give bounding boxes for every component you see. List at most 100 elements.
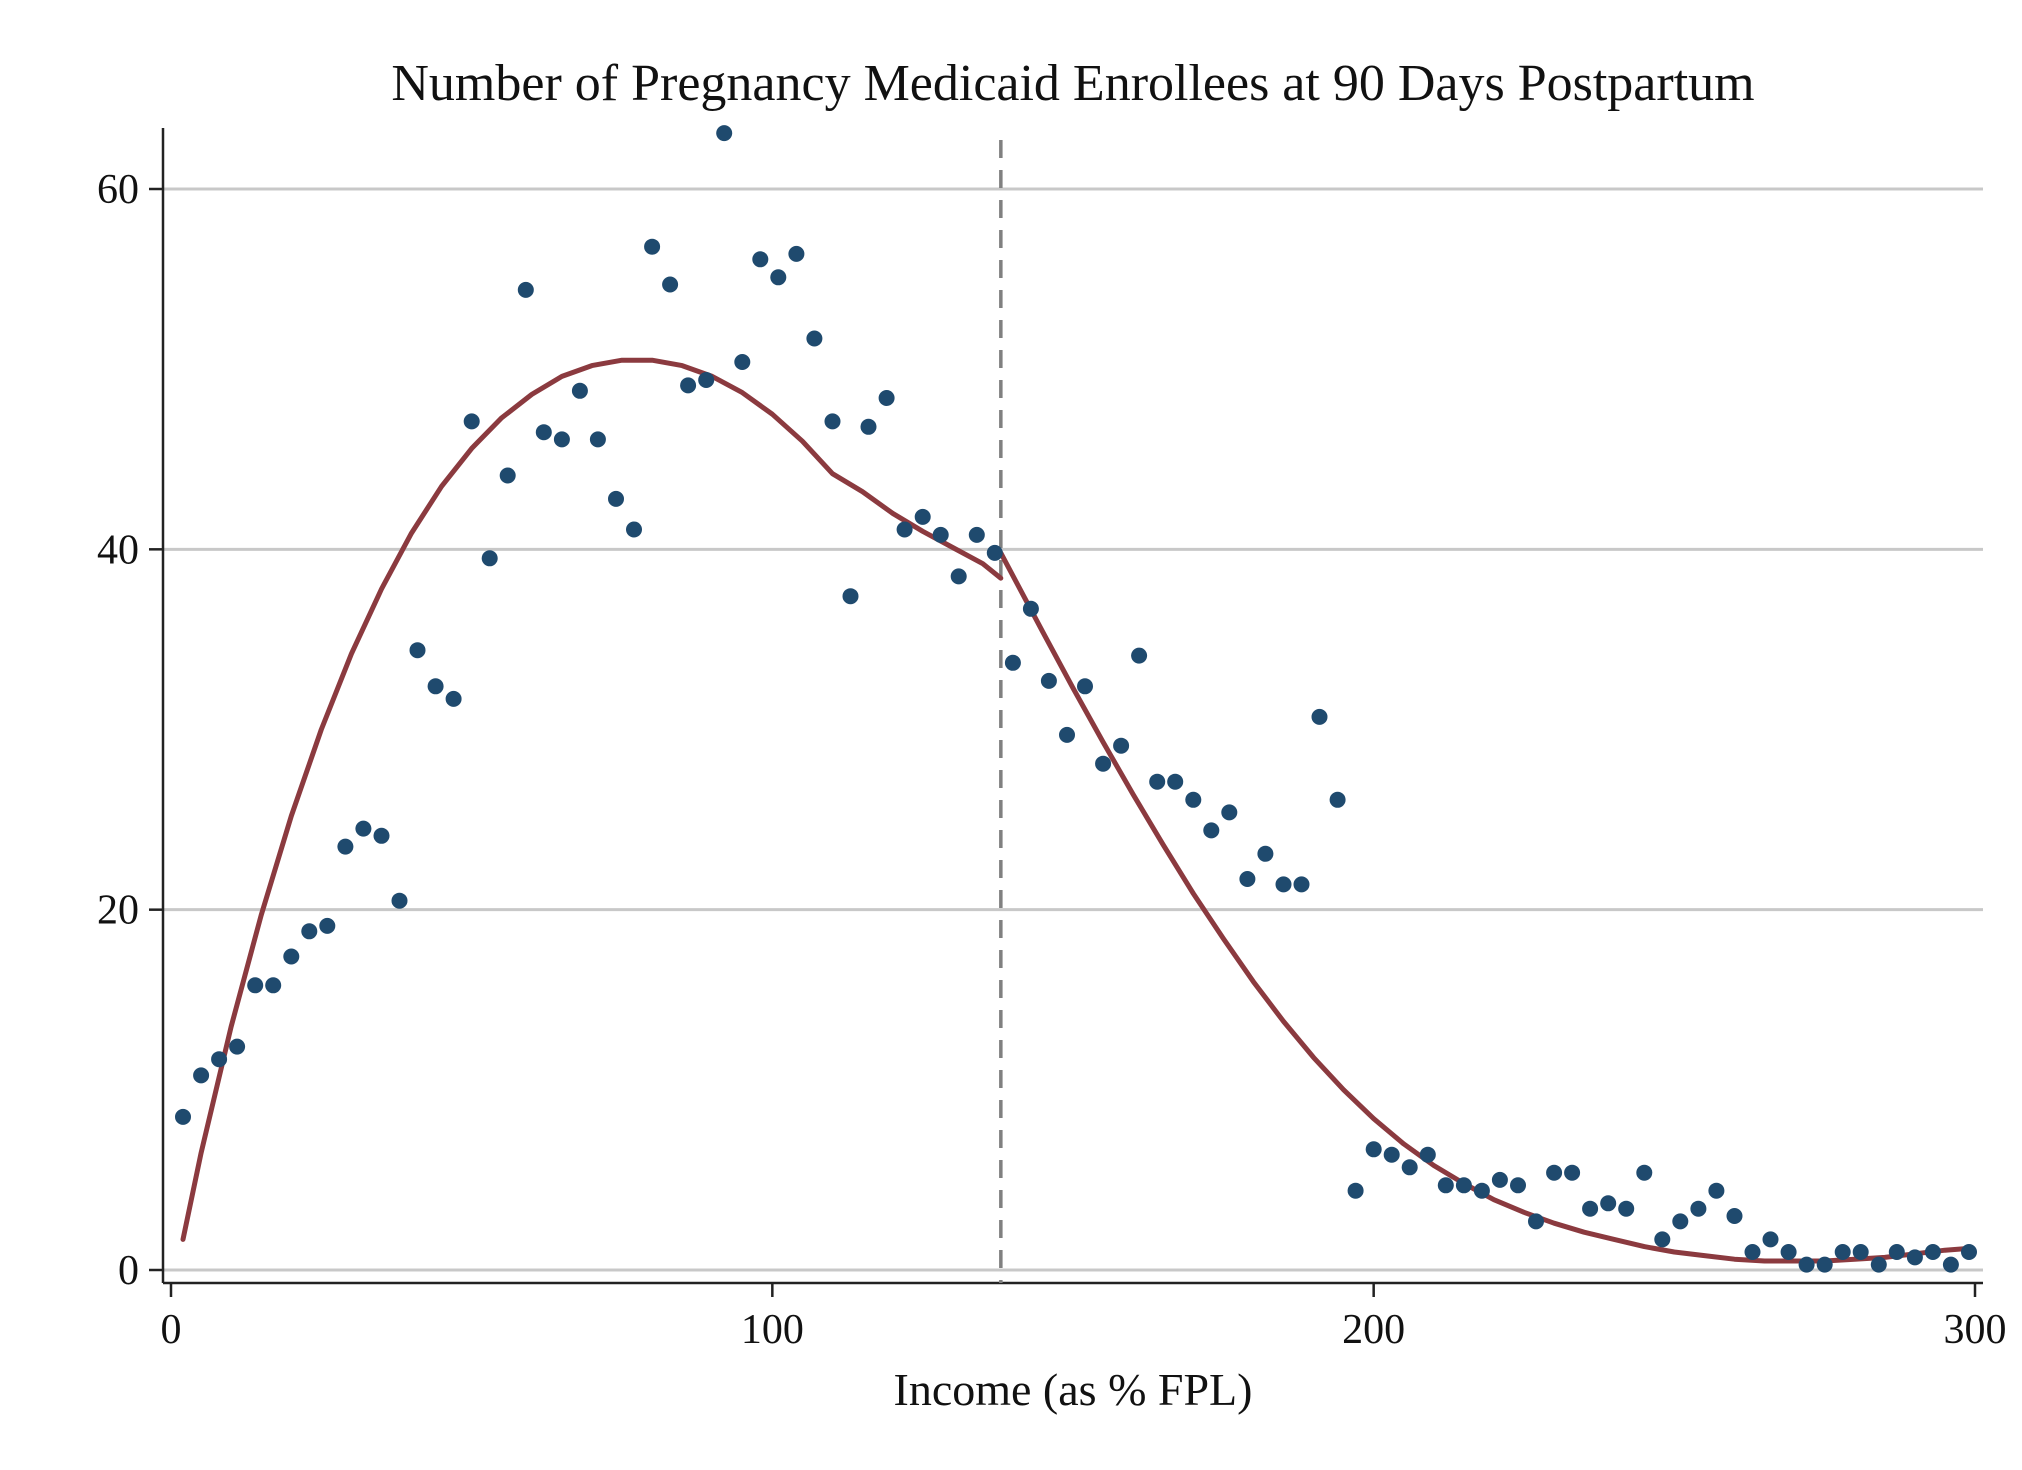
data-point [1528,1213,1544,1230]
data-point [1149,773,1166,790]
data-point [932,526,949,543]
data-point [698,372,715,388]
data-point [193,1067,210,1084]
data-point [1347,1182,1364,1199]
data-point [968,526,985,543]
data-point [1167,773,1184,790]
data-point [1437,1177,1454,1194]
data-point [842,588,859,605]
data-point [1185,791,1202,808]
data-point [319,917,336,934]
y-tick-label-40: 40 [97,527,139,573]
data-points [175,125,1977,1273]
data-point [608,490,624,507]
data-point [1834,1244,1851,1260]
data-point [499,467,516,484]
data-point [1059,726,1075,743]
data-point [211,1051,228,1068]
data-point [1329,791,1346,808]
axes [161,128,1983,1285]
data-point [1690,1200,1707,1217]
data-point [662,276,679,293]
data-point [355,820,372,837]
data-point [1113,737,1130,754]
data-point [860,418,877,435]
data-point [950,568,967,585]
data-point [1022,600,1039,617]
data-point [1293,876,1310,893]
data-point [1961,1244,1977,1260]
data-point [1311,708,1328,725]
x-tick-label-200: 200 [1342,1307,1405,1353]
x-tick-label-100: 100 [741,1307,804,1353]
data-point [1221,804,1238,821]
data-point [535,424,552,441]
y-tick-label-0: 0 [118,1248,139,1294]
data-point [680,377,697,394]
data-point [1798,1256,1815,1273]
data-point [445,690,462,707]
x-tick-label-0: 0 [161,1307,182,1353]
fit-left-line [180,357,1004,1242]
data-point [1708,1182,1725,1199]
data-point [1816,1256,1833,1273]
data-point [1491,1171,1508,1188]
data-point [626,521,642,538]
data-point [1203,822,1220,839]
data-point [1077,678,1093,695]
data-point [1455,1177,1472,1194]
data-point [1852,1244,1869,1260]
data-point [283,948,300,965]
data-point [1239,871,1256,887]
data-point [824,413,841,430]
data-point [1924,1244,1941,1260]
data-point [1401,1159,1418,1176]
fit-lines [180,357,1972,1264]
y-tick-label-60: 60 [97,167,139,213]
data-point [1762,1231,1779,1248]
data-point [1473,1182,1490,1199]
data-point [1600,1195,1617,1212]
fit-right-line [998,550,1972,1264]
data-point [1906,1249,1923,1266]
data-point [1275,876,1292,893]
data-point [1564,1164,1581,1181]
data-point [175,1108,191,1125]
data-point [247,977,264,994]
data-point [878,390,895,406]
y-tick-label-20: 20 [97,888,139,934]
data-point [1040,672,1057,689]
data-point [1870,1256,1887,1273]
data-point [337,838,354,855]
data-point [571,382,588,399]
data-point [716,125,733,142]
data-point [301,923,318,940]
data-point [229,1038,246,1055]
gridlines [163,187,1983,1272]
data-point [1888,1244,1905,1260]
data-point [1726,1208,1743,1224]
data-point [644,238,661,255]
data-point [391,892,408,909]
data-point [788,245,805,262]
data-point [1257,845,1274,862]
data-point [896,521,913,538]
data-point [265,977,282,994]
data-point [589,431,606,448]
data-point [1510,1177,1526,1194]
data-point [1131,647,1148,664]
data-point [1654,1231,1671,1248]
data-point [1383,1146,1400,1163]
data-point [427,678,444,695]
data-point [517,281,534,298]
data-point [1744,1244,1761,1260]
data-point [1618,1200,1635,1217]
data-point [1365,1141,1382,1158]
data-point [409,642,426,659]
x-axis-label: Income (as % FPL) [894,1364,1253,1415]
data-point [986,544,1003,561]
data-point [752,251,769,268]
data-point [463,413,480,430]
